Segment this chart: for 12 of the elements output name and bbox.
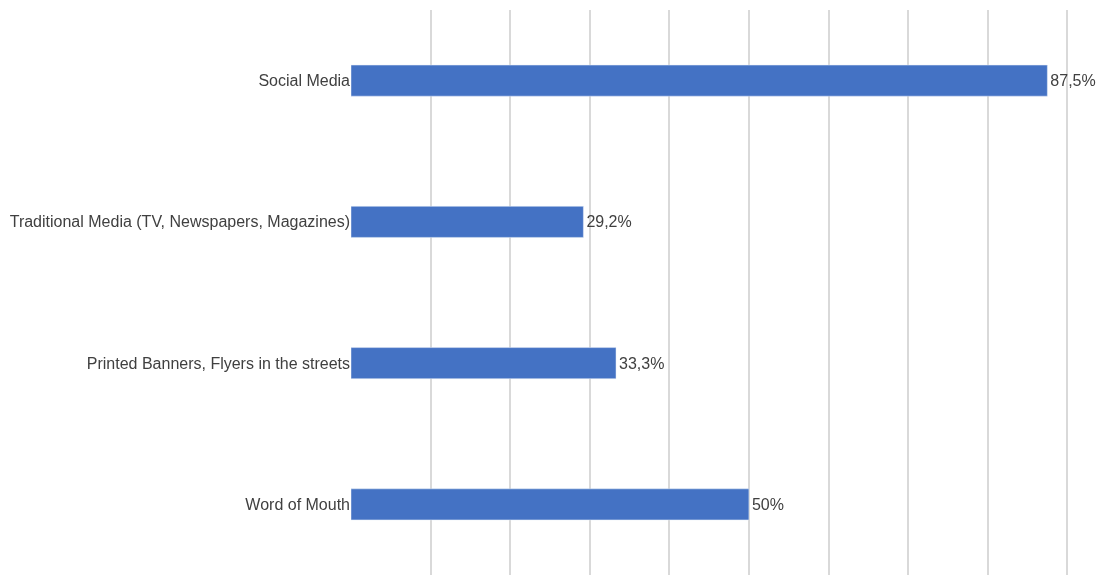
y-tick-label: Traditional Media (TV, Newspapers, Magazines) bbox=[9, 213, 350, 231]
bar bbox=[351, 206, 584, 238]
bar bbox=[351, 488, 750, 521]
y-tick-label: Word of Mouth bbox=[245, 495, 350, 513]
data-label: 50% bbox=[751, 495, 784, 513]
data-label: 29,2% bbox=[586, 213, 632, 231]
data-label: 33,3% bbox=[619, 354, 665, 372]
y-tick-label: Social Media bbox=[258, 72, 351, 90]
bar bbox=[351, 347, 617, 379]
bar bbox=[351, 64, 1048, 97]
y-tick-label: Printed Banners, Flyers in the streets bbox=[86, 354, 350, 372]
data-label: 87,5% bbox=[1050, 72, 1096, 90]
